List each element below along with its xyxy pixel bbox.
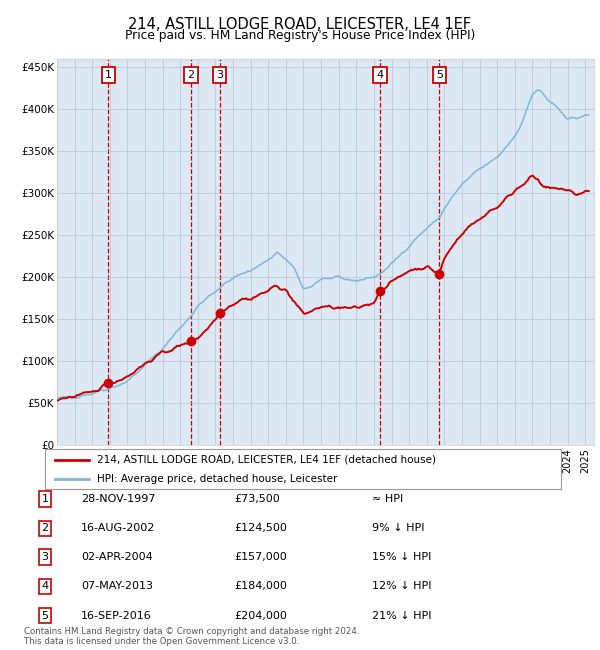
Text: 2: 2 — [41, 523, 49, 534]
Text: 15% ↓ HPI: 15% ↓ HPI — [372, 552, 431, 562]
Text: 16-SEP-2016: 16-SEP-2016 — [81, 610, 152, 621]
Text: £124,500: £124,500 — [234, 523, 287, 534]
Text: 3: 3 — [217, 70, 223, 81]
Text: Price paid vs. HM Land Registry's House Price Index (HPI): Price paid vs. HM Land Registry's House … — [125, 29, 475, 42]
Text: 3: 3 — [41, 552, 49, 562]
Text: £184,000: £184,000 — [234, 581, 287, 592]
Text: 1: 1 — [105, 70, 112, 81]
Text: 4: 4 — [41, 581, 49, 592]
Text: 214, ASTILL LODGE ROAD, LEICESTER, LE4 1EF: 214, ASTILL LODGE ROAD, LEICESTER, LE4 1… — [128, 17, 472, 32]
Text: HPI: Average price, detached house, Leicester: HPI: Average price, detached house, Leic… — [97, 474, 337, 484]
Text: 5: 5 — [436, 70, 443, 81]
Text: £73,500: £73,500 — [234, 494, 280, 504]
Text: 28-NOV-1997: 28-NOV-1997 — [81, 494, 155, 504]
Text: 1: 1 — [41, 494, 49, 504]
Text: £204,000: £204,000 — [234, 610, 287, 621]
Text: This data is licensed under the Open Government Licence v3.0.: This data is licensed under the Open Gov… — [24, 637, 299, 646]
Text: 4: 4 — [377, 70, 383, 81]
Text: 2: 2 — [188, 70, 195, 81]
Text: £157,000: £157,000 — [234, 552, 287, 562]
Text: 16-AUG-2002: 16-AUG-2002 — [81, 523, 155, 534]
Text: 21% ↓ HPI: 21% ↓ HPI — [372, 610, 431, 621]
Text: ≈ HPI: ≈ HPI — [372, 494, 403, 504]
Text: Contains HM Land Registry data © Crown copyright and database right 2024.: Contains HM Land Registry data © Crown c… — [24, 627, 359, 636]
Text: 214, ASTILL LODGE ROAD, LEICESTER, LE4 1EF (detached house): 214, ASTILL LODGE ROAD, LEICESTER, LE4 1… — [97, 455, 436, 465]
Text: 07-MAY-2013: 07-MAY-2013 — [81, 581, 153, 592]
Text: 02-APR-2004: 02-APR-2004 — [81, 552, 153, 562]
Text: 5: 5 — [41, 610, 49, 621]
Text: 9% ↓ HPI: 9% ↓ HPI — [372, 523, 425, 534]
Text: 12% ↓ HPI: 12% ↓ HPI — [372, 581, 431, 592]
